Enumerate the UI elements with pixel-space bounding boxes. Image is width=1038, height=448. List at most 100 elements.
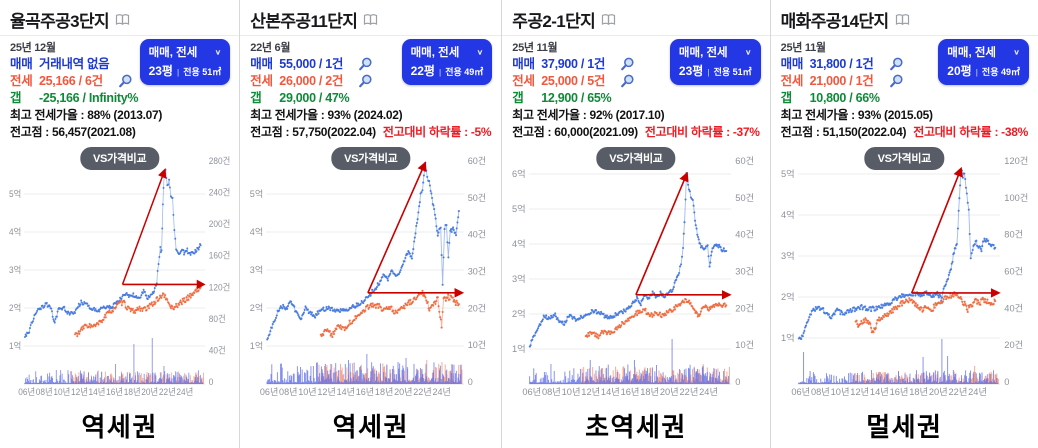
open-book-icon[interactable]	[363, 13, 378, 26]
chevron-down-icon: ∨	[476, 47, 484, 56]
svg-text:10년: 10년	[299, 387, 317, 397]
pyeong-label: 23평	[148, 64, 173, 78]
jeonse-magnifier-icon[interactable]	[889, 74, 904, 89]
complex-panel: 매화주공14단지 25년 11월 매매 31,800 / 1건	[770, 0, 1038, 448]
sale-label: 매매	[10, 57, 33, 71]
svg-text:6억: 6억	[512, 168, 526, 179]
complex-title: 산본주공11단지	[250, 11, 358, 31]
unit-type-dropdown[interactable]: 매매, 전세 ∨ 23평 | 전용 51㎡	[139, 39, 231, 85]
vs-compare-button[interactable]: VS가격비교	[862, 145, 946, 172]
svg-text:06년: 06년	[791, 387, 810, 397]
vs-compare-button[interactable]: VS가격비교	[594, 145, 678, 172]
unit-type-dropdown[interactable]: 매매, 전세 ∨ 22평 | 전용 49㎡	[401, 39, 493, 85]
svg-text:24년: 24년	[433, 387, 451, 397]
svg-text:12년: 12년	[71, 387, 88, 397]
jeonse-label: 전세	[250, 74, 273, 88]
svg-text:4억: 4억	[9, 226, 21, 237]
svg-text:40건: 40건	[468, 230, 486, 240]
svg-text:0: 0	[1004, 377, 1009, 387]
badge-divider: |	[438, 68, 442, 77]
summary-block: 22년 6월 매매 55,000 / 1건 전세 26,000 / 2건	[240, 36, 501, 145]
jeonse-price-row: 전세 26,000 / 2건	[250, 73, 491, 90]
gap-label: 갭	[10, 91, 22, 105]
panel-header: 매화주공14단지	[771, 6, 1038, 31]
sale-magnifier-icon[interactable]	[620, 57, 635, 72]
exclusive-area-label: 전용 51㎡	[183, 67, 222, 77]
svg-text:08년: 08년	[811, 387, 830, 397]
svg-text:10년: 10년	[830, 387, 849, 397]
svg-text:3억: 3억	[250, 264, 263, 275]
svg-text:14년: 14년	[601, 387, 620, 397]
svg-text:20년: 20년	[394, 387, 412, 397]
svg-text:06년: 06년	[523, 387, 542, 397]
sale-value: 거래내역 없음	[39, 57, 110, 71]
svg-text:5억: 5억	[512, 203, 526, 214]
svg-text:240건: 240건	[209, 187, 231, 197]
dropdown-selected: 매매, 전세 ∨	[149, 44, 222, 60]
svg-text:22년: 22년	[680, 387, 699, 397]
svg-text:08년: 08년	[36, 387, 53, 397]
price-history-chart: 5억 4억 3억 2억 1억 280건 240건 200건 160건 120건 80건 40건 0 06년…	[9, 156, 231, 397]
svg-text:06년: 06년	[18, 387, 35, 397]
svg-text:2억: 2억	[250, 302, 263, 313]
vs-compare-button[interactable]: VS가격비교	[77, 145, 162, 172]
jeonse-magnifier-icon[interactable]	[620, 74, 635, 89]
sale-magnifier-icon[interactable]	[889, 57, 904, 72]
jeonse-magnifier-icon[interactable]	[358, 74, 373, 89]
max-jeonse-ratio-row: 최고 전세가율 : 92% (2017.10)	[512, 108, 665, 122]
unit-type-dropdown[interactable]: 매매, 전세 ∨ 23평 | 전용 51㎡	[669, 39, 761, 85]
drop-rate-text: 전고대비 하락률 : -5%	[382, 125, 492, 139]
unit-size-line: 23평 | 전용 51㎡	[149, 62, 222, 79]
previous-peak-row: 전고점 : 57,750(2022.04) 전고대비 하락률 : -5%	[250, 124, 491, 141]
badge-divider: |	[707, 68, 710, 77]
price-history-chart: 5억 4억 3억 2억 1억 120건 100건 80건 60건 40건 20건 0 06년 08년 10년…	[781, 156, 1028, 397]
svg-text:06년: 06년	[260, 387, 278, 397]
svg-text:16년: 16년	[621, 387, 640, 397]
sale-label: 매매	[250, 57, 273, 71]
sale-magnifier-icon[interactable]	[358, 57, 373, 72]
deal-types-label: 매매, 전세	[678, 47, 728, 59]
panel-header: 산본주공11단지	[240, 6, 501, 31]
svg-text:60건: 60건	[468, 156, 486, 166]
sale-price-row: 매매 37,900 / 1건	[512, 56, 759, 73]
price-history-chart: 5억 4억 3억 2억 1억 60건 50건 40건 30건 20건 10건 0 06년 08년 10년 12…	[250, 156, 486, 397]
summary-block: 25년 11월 매매 31,800 / 1건 전세 21,000 / 1건	[771, 36, 1038, 145]
svg-text:18년: 18년	[124, 387, 141, 397]
exclusive-area-label: 전용 49㎡	[445, 67, 484, 77]
svg-text:24년: 24년	[699, 387, 718, 397]
header-divider	[502, 35, 770, 36]
svg-text:20건: 20건	[1004, 340, 1023, 350]
open-book-icon[interactable]	[895, 13, 910, 26]
open-book-icon[interactable]	[601, 13, 616, 26]
sale-price-row: 매매 31,800 / 1건	[781, 56, 1028, 73]
svg-text:60건: 60건	[1004, 267, 1023, 277]
previous-peak-text: 전고점 : 56,457(2021.08)	[10, 125, 136, 139]
svg-text:80건: 80건	[209, 314, 226, 324]
svg-text:100건: 100건	[1004, 193, 1028, 203]
svg-text:30건: 30건	[468, 267, 486, 277]
sale-label: 매매	[780, 57, 804, 71]
svg-text:5억: 5억	[9, 188, 21, 199]
latest-month-label: 25년 11월	[780, 42, 826, 54]
open-book-icon[interactable]	[115, 13, 130, 26]
svg-text:20건: 20건	[736, 303, 755, 313]
previous-peak-text: 전고점 : 60,000(2021.09)	[512, 125, 638, 139]
svg-text:22년: 22년	[159, 387, 176, 397]
gap-row: 갭 29,000 / 47%	[250, 90, 491, 107]
header-divider	[0, 35, 240, 36]
deal-types-label: 매매, 전세	[410, 47, 460, 59]
jeonse-magnifier-icon[interactable]	[118, 74, 133, 89]
chevron-down-icon: ∨	[1013, 47, 1020, 56]
dropdown-selected: 매매, 전세 ∨	[947, 44, 1020, 60]
gap-value: 10,800 / 66%	[809, 91, 880, 105]
vs-compare-button[interactable]: VS가격비교	[329, 145, 413, 172]
previous-peak-row: 전고점 : 56,457(2021.08)	[10, 124, 229, 141]
svg-text:40건: 40건	[1004, 303, 1023, 313]
unit-type-dropdown[interactable]: 매매, 전세 ∨ 20평 | 전용 49㎡	[938, 39, 1029, 85]
gap-label: 갭	[780, 91, 793, 105]
gap-row: 갭 -25,166 / Infinity%	[10, 90, 229, 107]
svg-text:60건: 60건	[736, 156, 755, 166]
max-jeonse-ratio-row: 최고 전세가율 : 93% (2015.05)	[780, 108, 933, 122]
